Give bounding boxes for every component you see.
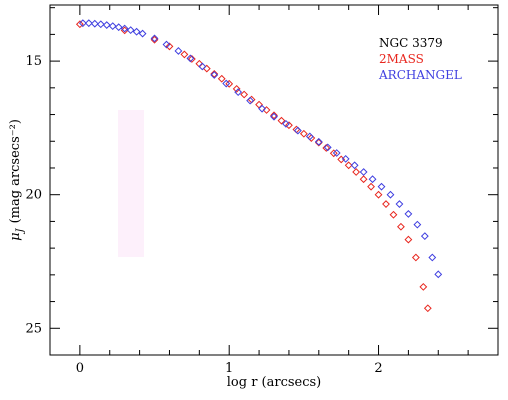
legend-entry-galaxy: NGC 3379 — [379, 36, 443, 50]
data-point-archangel — [210, 71, 219, 79]
data-point-archangel — [270, 112, 278, 121]
y-axis-label: μJ (mag arcsecs⁻²) — [8, 119, 26, 241]
data-point-2mass — [187, 55, 196, 63]
data-point-2mass — [150, 35, 159, 44]
data-point-archangel — [413, 220, 422, 229]
data-point-2mass — [225, 79, 234, 88]
y-axis-label-symbol: μ — [8, 232, 23, 240]
data-point-archangel — [114, 23, 123, 32]
data-point-2mass — [270, 111, 278, 120]
data-point-2mass — [382, 200, 390, 208]
data-point-archangel — [96, 20, 105, 29]
data-point-archangel — [108, 22, 117, 31]
y-axis-label-subscript: J — [15, 227, 26, 234]
data-point-2mass — [329, 149, 338, 158]
data-point-2mass — [217, 74, 226, 83]
data-point-archangel — [120, 24, 129, 33]
data-point-archangel — [377, 182, 386, 191]
legend: NGC 3379 2MASS ARCHANGEL — [378, 36, 462, 82]
data-point-2mass — [397, 222, 405, 231]
data-point-archangel — [314, 137, 323, 146]
data-point-archangel — [78, 19, 87, 28]
data-point-2mass — [411, 253, 420, 262]
data-point-2mass — [359, 175, 368, 184]
data-point-archangel — [420, 232, 429, 241]
data-point-archangel — [150, 34, 159, 43]
tick-labels: 0 1 2 15 20 25 — [25, 54, 382, 376]
data-point-archangel — [222, 79, 231, 88]
axis-ticks — [49, 5, 499, 356]
data-point-2mass — [165, 42, 174, 51]
data-point-archangel — [434, 270, 443, 279]
data-point-2mass — [307, 134, 316, 142]
data-point-2mass — [352, 168, 361, 176]
data-point-archangel — [102, 21, 111, 29]
plot-frame — [49, 4, 499, 356]
data-point-archangel — [174, 47, 183, 55]
data-point-archangel — [386, 190, 395, 199]
data-point-archangel — [132, 27, 141, 36]
data-point-2mass — [367, 182, 375, 191]
data-point-2mass — [389, 210, 398, 219]
x-tick-label: 2 — [374, 361, 382, 376]
data-point-archangel — [350, 161, 359, 170]
data-point-2mass — [344, 161, 353, 170]
data-point-2mass — [180, 50, 189, 59]
data-point-archangel — [90, 19, 99, 28]
data-point-archangel — [282, 119, 290, 128]
data-point-archangel — [234, 88, 243, 97]
data-point-2mass — [374, 190, 383, 199]
data-point-archangel — [198, 62, 207, 71]
data-point-archangel — [323, 143, 332, 152]
faint-shaded-band — [118, 110, 144, 257]
data-point-archangel — [126, 26, 135, 35]
data-point-archangel — [293, 126, 302, 135]
y-tick-label: 20 — [25, 188, 42, 203]
data-point-archangel — [162, 40, 171, 49]
data-point-archangel — [258, 104, 266, 113]
data-point-2mass — [202, 64, 211, 73]
data-point-archangel — [368, 175, 377, 184]
data-markers — [75, 19, 443, 313]
x-tick-label: 1 — [225, 361, 233, 376]
data-point-archangel — [84, 19, 93, 28]
data-point-archangel — [395, 200, 404, 208]
data-point-archangel — [305, 132, 314, 141]
data-point-archangel — [404, 210, 413, 218]
data-point-2mass — [277, 116, 286, 125]
y-tick-label: 25 — [25, 321, 42, 336]
data-point-2mass — [210, 70, 219, 78]
data-point-2mass — [404, 235, 413, 244]
data-point-archangel — [246, 96, 255, 105]
data-point-2mass — [299, 129, 308, 138]
legend-entry-archangel: ARCHANGEL — [378, 68, 462, 82]
data-point-2mass — [232, 84, 241, 93]
data-point-archangel — [138, 29, 147, 38]
data-point-archangel — [341, 154, 350, 163]
data-point-archangel — [359, 168, 368, 176]
svg-text:μJ(mag arcsecs⁻²): μJ (mag arcsecs⁻²) — [8, 119, 26, 241]
data-point-2mass — [240, 90, 249, 99]
legend-entry-2mass: 2MASS — [379, 52, 424, 66]
data-point-archangel — [428, 253, 437, 262]
y-tick-label: 15 — [25, 54, 42, 69]
data-point-2mass — [75, 20, 84, 29]
data-point-2mass — [322, 144, 331, 152]
y-axis-label-units: (mag arcsecs⁻²) — [8, 119, 23, 223]
x-axis-label: log r (arcsecs) — [227, 375, 322, 390]
data-point-2mass — [285, 121, 293, 130]
data-point-2mass — [314, 138, 323, 147]
data-point-2mass — [423, 304, 432, 313]
data-point-archangel — [186, 54, 195, 63]
data-point-archangel — [332, 149, 341, 157]
x-tick-label: 0 — [76, 361, 84, 376]
data-point-2mass — [419, 282, 428, 291]
